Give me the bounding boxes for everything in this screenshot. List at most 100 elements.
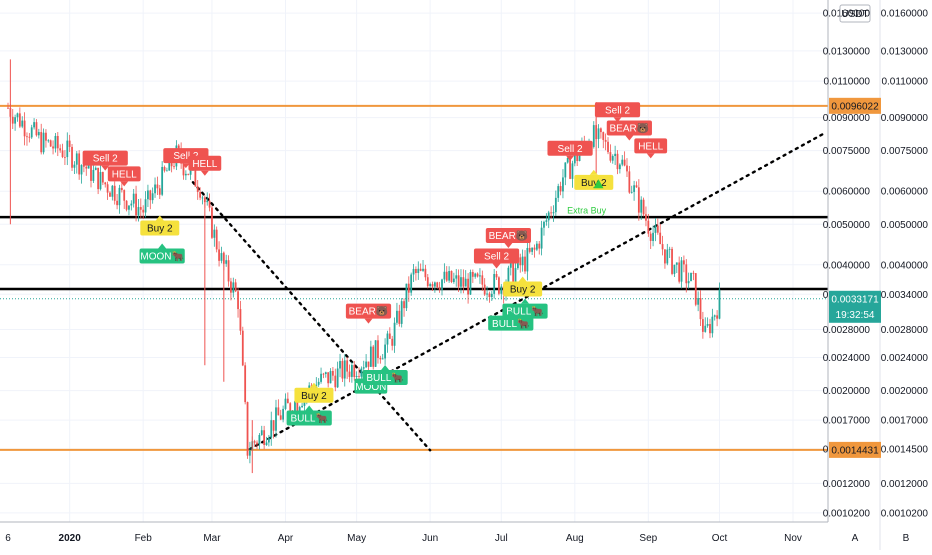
candle-body bbox=[147, 190, 149, 200]
time-tick-label: 6 bbox=[5, 533, 11, 544]
signal-tag-sell[interactable]: Sell 2 bbox=[82, 150, 128, 171]
price-tick-label: 0.0090000 bbox=[823, 113, 871, 124]
candle-body bbox=[528, 247, 531, 252]
price-tick-label: 0.0160000 bbox=[823, 9, 871, 20]
scale-button-a[interactable]: A bbox=[852, 533, 859, 544]
candle-body bbox=[654, 225, 657, 233]
candle-body bbox=[566, 157, 569, 163]
candle-body bbox=[230, 281, 232, 293]
candle-body bbox=[301, 405, 303, 408]
scale-button-b[interactable]: B bbox=[903, 533, 910, 544]
candle-body bbox=[656, 225, 659, 233]
extra-buy-annotation: Extra Buy bbox=[567, 206, 607, 216]
price-tick-label-right: 0.0024000 bbox=[881, 353, 929, 364]
signal-tag-sell[interactable]: Sell 2 bbox=[547, 140, 593, 161]
candle-body bbox=[384, 344, 386, 359]
candle-body bbox=[554, 197, 557, 213]
price-tick-label: 0.0020000 bbox=[823, 386, 871, 397]
candle-body bbox=[400, 301, 403, 324]
candle-body bbox=[201, 197, 204, 199]
price-tick-label-right: 0.0012000 bbox=[881, 479, 929, 490]
candle-body bbox=[483, 284, 486, 295]
candle-body bbox=[659, 232, 662, 245]
candle-body bbox=[379, 358, 382, 360]
candle-body bbox=[61, 150, 64, 157]
candle-body bbox=[417, 268, 420, 274]
candle-body bbox=[73, 164, 76, 168]
candle-body bbox=[455, 275, 458, 279]
signal-tag-sell[interactable]: HELL bbox=[634, 138, 668, 159]
candle-body bbox=[322, 373, 325, 375]
candle-body bbox=[92, 169, 95, 181]
price-tick-label-right: 0.0110000 bbox=[881, 77, 928, 88]
signal-tag-sell[interactable]: Sell 2 bbox=[594, 102, 641, 123]
signal-tag-bull[interactable]: BULL🐂 bbox=[286, 405, 332, 426]
signal-tag-buy[interactable]: Buy 2 bbox=[503, 276, 543, 297]
signal-tag-pointer bbox=[101, 165, 110, 171]
signal-tag-bull[interactable]: BULL🐂 bbox=[488, 310, 534, 331]
candle-body bbox=[697, 298, 700, 305]
candle-body bbox=[652, 232, 654, 241]
signal-tag-bg bbox=[140, 220, 180, 236]
candle-body bbox=[211, 207, 213, 238]
signal-tag-sell[interactable]: Sell 2 bbox=[473, 248, 520, 269]
signal-tag-bull[interactable]: MOON🐂 bbox=[139, 243, 185, 264]
signal-tag-sell[interactable]: HELL bbox=[188, 155, 222, 176]
candle-body bbox=[396, 310, 398, 323]
candle-body bbox=[128, 205, 130, 210]
signal-tag-text: BULL🐂 bbox=[492, 318, 529, 330]
candle-body bbox=[609, 152, 612, 161]
candle-body bbox=[11, 116, 14, 124]
candle-body bbox=[317, 381, 320, 385]
candle-body bbox=[177, 145, 180, 151]
time-tick-label: Mar bbox=[203, 533, 221, 544]
candle-body bbox=[642, 199, 645, 215]
currency-box[interactable] bbox=[839, 4, 871, 23]
signal-tag-buy[interactable]: Buy 2 bbox=[294, 382, 334, 403]
candle-body bbox=[675, 262, 678, 265]
candle-body bbox=[168, 155, 171, 171]
time-tick-label: Feb bbox=[135, 533, 153, 544]
candle-body bbox=[490, 293, 493, 298]
candle-body bbox=[260, 430, 263, 435]
candle-body bbox=[90, 160, 92, 181]
candle-body bbox=[374, 340, 377, 367]
candle-body bbox=[450, 270, 453, 283]
signal-tag-sell[interactable]: BEAR🐻 bbox=[345, 303, 392, 324]
signal-tag-sell[interactable]: BEAR🐻 bbox=[485, 228, 532, 249]
candle-body bbox=[640, 199, 643, 213]
price-axis[interactable]: 0.0160000 0.0160000 0.0130000 0.0130000 0.01… bbox=[823, 0, 932, 550]
candle-body bbox=[514, 268, 517, 284]
candle-body bbox=[249, 450, 251, 456]
candle-body bbox=[286, 398, 289, 404]
price-tick-label-right: 0.0060000 bbox=[881, 187, 929, 198]
candle-body bbox=[415, 269, 417, 274]
price-tick-label: 0.0110000 bbox=[823, 77, 870, 88]
signal-tag-text: Buy 2 bbox=[301, 391, 327, 402]
signal-tag-buy[interactable]: Buy 2 bbox=[574, 169, 614, 190]
candle-body bbox=[692, 272, 695, 274]
signal-tag-text: Buy 2 bbox=[510, 285, 536, 296]
level-price-badge-text: 0.0096022 bbox=[831, 101, 879, 112]
time-axis[interactable]: 6 2020 Feb Mar Apr May Jun Jul Aug Sep Oct Nov A B bbox=[0, 521, 932, 550]
signal-tag-buy[interactable]: Buy 2 bbox=[140, 215, 180, 236]
signal-tag-bg bbox=[294, 387, 334, 403]
price-tick-label: 0.0010200 bbox=[823, 508, 871, 519]
candle-body bbox=[633, 185, 636, 192]
candle-body bbox=[59, 148, 62, 151]
signal-tag-bull[interactable]: BULL🐂 bbox=[362, 365, 408, 386]
candle-body bbox=[661, 244, 664, 250]
signal-tag-text: HELL bbox=[638, 142, 663, 153]
signal-tag-sell[interactable]: HELL bbox=[107, 166, 141, 187]
candle-body bbox=[218, 249, 220, 261]
candle-body bbox=[519, 257, 522, 266]
signal-tag-text: Sell 2 bbox=[484, 252, 509, 263]
candle-body bbox=[429, 284, 432, 287]
candle-body bbox=[711, 316, 714, 334]
candle-body bbox=[253, 441, 256, 443]
signal-tag-sell[interactable]: BEAR🐻 bbox=[606, 120, 652, 141]
buy-triangle-icon bbox=[593, 179, 604, 189]
candle-body bbox=[137, 207, 140, 216]
